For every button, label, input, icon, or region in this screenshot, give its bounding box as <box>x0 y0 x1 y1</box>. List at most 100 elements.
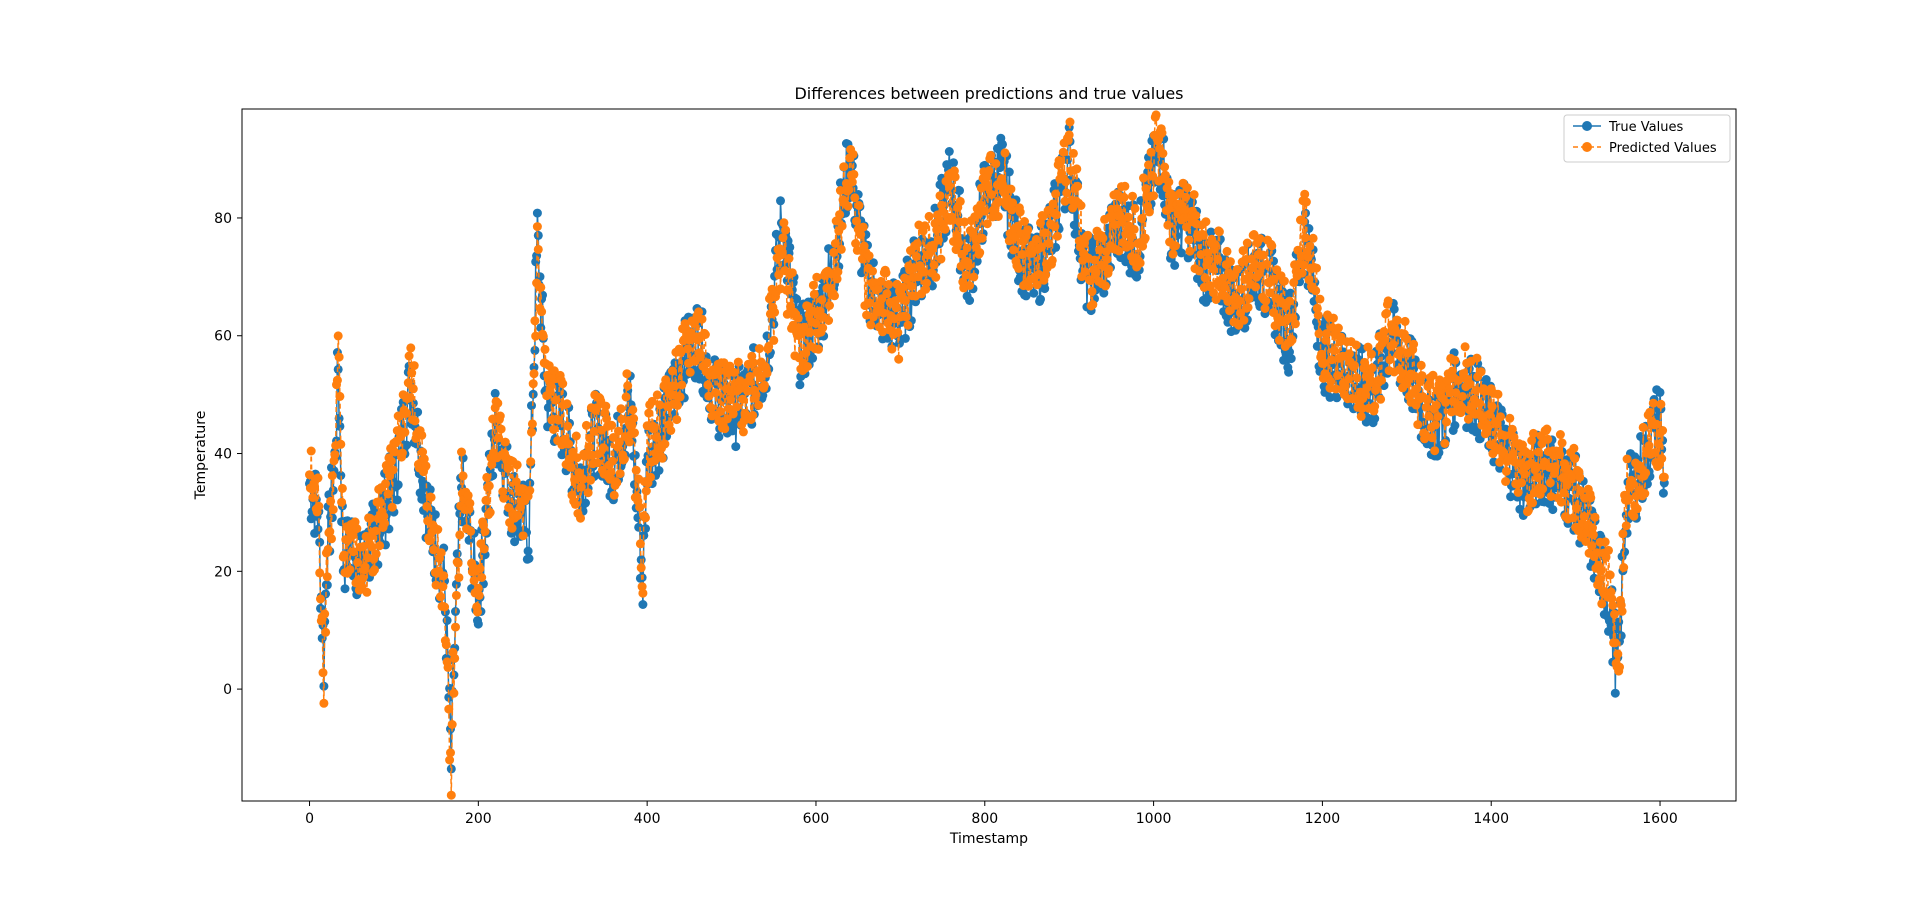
data-point <box>1433 412 1443 421</box>
data-point <box>512 460 522 470</box>
data-point <box>1236 284 1246 294</box>
data-point <box>833 267 843 277</box>
data-point <box>1050 222 1060 232</box>
data-point <box>1258 250 1268 260</box>
data-point <box>1176 248 1186 258</box>
data-point <box>817 295 827 305</box>
y-axis-label: Temperature <box>193 411 209 501</box>
data-point <box>400 427 410 437</box>
data-point <box>716 407 726 416</box>
data-point <box>919 267 929 277</box>
data-point <box>1238 246 1248 256</box>
data-point <box>1137 214 1147 223</box>
data-point <box>1088 300 1098 310</box>
data-point <box>453 558 463 568</box>
data-point <box>362 587 372 597</box>
data-point <box>1146 147 1156 157</box>
data-point <box>1628 479 1638 489</box>
data-point <box>702 358 712 368</box>
data-point <box>477 573 487 582</box>
data-point <box>1251 282 1261 292</box>
data-point <box>1015 207 1025 217</box>
data-point <box>1618 529 1628 539</box>
data-point <box>441 640 451 650</box>
data-point <box>1149 191 1159 201</box>
data-point <box>993 212 1003 221</box>
data-point <box>326 496 336 506</box>
data-point <box>589 426 599 436</box>
data-point <box>893 328 903 337</box>
data-point <box>760 380 769 390</box>
data-point <box>1538 484 1548 494</box>
data-point <box>562 399 572 409</box>
data-point <box>380 518 390 528</box>
data-point <box>1351 340 1361 350</box>
data-point <box>1333 323 1343 333</box>
data-point <box>1099 288 1109 298</box>
data-point <box>749 358 758 368</box>
data-point <box>1458 392 1467 401</box>
data-point <box>480 527 490 536</box>
data-point <box>340 584 350 594</box>
data-point <box>758 391 768 400</box>
data-point <box>1255 234 1265 244</box>
data-point <box>726 395 736 405</box>
data-point <box>1102 254 1112 264</box>
data-point <box>493 398 503 408</box>
data-point <box>805 327 815 337</box>
data-point <box>1648 398 1658 408</box>
data-point <box>954 238 964 248</box>
data-point <box>465 498 475 508</box>
data-point <box>1040 228 1050 238</box>
data-point <box>1327 355 1337 365</box>
data-point <box>991 159 1001 169</box>
data-point <box>955 196 965 206</box>
data-point <box>1171 241 1180 251</box>
data-point <box>891 303 901 313</box>
data-point <box>327 471 337 481</box>
data-point <box>358 574 368 583</box>
data-point <box>1658 426 1668 435</box>
data-point <box>1568 513 1578 523</box>
data-point <box>321 627 331 637</box>
data-point <box>984 166 994 176</box>
data-point <box>1232 265 1242 274</box>
data-point <box>1655 387 1665 397</box>
data-point <box>1641 468 1651 478</box>
data-point <box>1328 313 1338 323</box>
data-point <box>1170 260 1180 270</box>
data-point <box>482 472 492 482</box>
data-point <box>388 465 398 475</box>
data-point <box>1557 438 1567 448</box>
data-point <box>1286 354 1296 364</box>
data-point <box>446 790 456 800</box>
data-point <box>328 505 338 515</box>
data-point <box>1610 638 1620 648</box>
data-point <box>566 462 576 472</box>
data-point <box>334 413 344 423</box>
x-tick-label: 800 <box>971 811 998 827</box>
data-point <box>315 568 325 578</box>
data-point <box>336 471 346 480</box>
data-point <box>836 244 846 254</box>
data-point <box>1383 296 1393 306</box>
data-point <box>1014 263 1023 273</box>
data-point <box>410 416 420 426</box>
data-point <box>1400 316 1410 326</box>
data-point <box>607 420 617 430</box>
data-point <box>808 353 818 363</box>
data-point <box>1657 454 1667 464</box>
data-point <box>1208 264 1218 274</box>
data-point <box>536 282 546 292</box>
data-point <box>1533 473 1543 483</box>
data-point <box>900 333 910 343</box>
data-point <box>332 375 342 385</box>
data-point <box>1047 255 1057 265</box>
data-point <box>1242 238 1252 248</box>
data-point <box>792 294 802 304</box>
data-point <box>1163 220 1173 230</box>
data-point <box>1457 402 1467 412</box>
data-point <box>1645 407 1655 417</box>
data-point <box>837 221 847 231</box>
legend-predicted-label: Predicted Values <box>1609 141 1717 156</box>
